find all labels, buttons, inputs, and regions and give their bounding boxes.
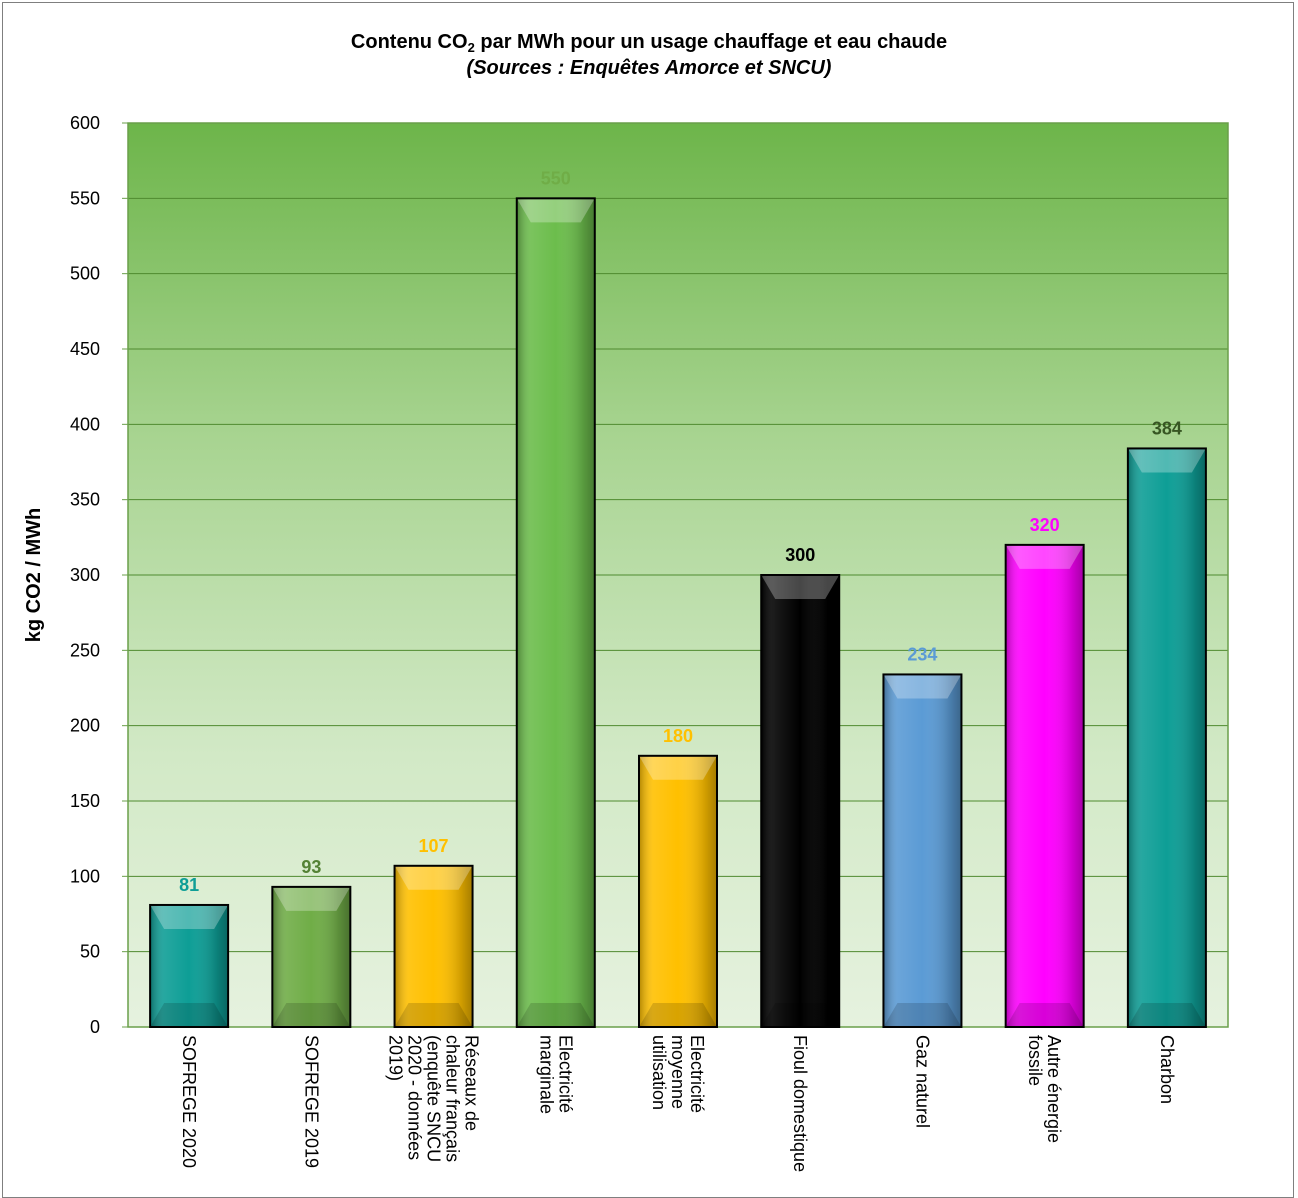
bar-bevel-top <box>883 674 962 699</box>
bar-shading <box>272 886 351 1027</box>
chart-subtitle: (Sources : Enquêtes Amorce et SNCU) <box>0 56 1298 80</box>
bar-shading <box>394 865 473 1027</box>
bar-outline <box>271 885 352 1028</box>
bar-bevel-top <box>761 575 840 599</box>
bar-bevel-bottom <box>516 1003 595 1027</box>
x-tick-label: moyenne <box>668 1035 688 1109</box>
data-label: 107 <box>419 836 449 856</box>
bar-bevel-bottom <box>639 1003 717 1027</box>
y-tick-label: 600 <box>70 113 100 133</box>
bar-shading <box>1005 544 1084 1027</box>
y-tick-label: 550 <box>70 188 100 208</box>
bar-shading <box>516 198 595 1028</box>
bar-shading <box>883 674 962 1027</box>
bar-outline <box>1004 543 1085 1028</box>
bar-outline <box>149 903 230 1029</box>
bar-bevel-bottom <box>883 1003 962 1027</box>
y-tick-label: 350 <box>70 490 100 510</box>
y-tick-label: 0 <box>90 1017 100 1037</box>
data-label: 550 <box>541 168 571 188</box>
y-tick-label: 400 <box>70 414 100 434</box>
x-tick-label: SOFREGE 2020 <box>179 1035 199 1168</box>
bar-bevel-top <box>272 886 351 911</box>
x-tick-label: Réseaux de <box>462 1035 482 1131</box>
x-tick-label: fossile <box>1025 1035 1045 1086</box>
bar-outline <box>393 864 474 1029</box>
data-label: 300 <box>785 545 815 565</box>
bar-bevel-top <box>394 865 473 890</box>
bar-bevel-top <box>150 904 229 929</box>
bar-shading <box>1127 448 1206 1027</box>
bar-outline <box>515 197 596 1029</box>
bar-outline <box>1126 447 1207 1028</box>
x-tick-label: SOFREGE 2019 <box>301 1035 321 1168</box>
x-tick-label: 2020 - données <box>405 1035 425 1160</box>
chart-title-subscript: 2 <box>467 40 475 55</box>
y-tick-label: 300 <box>70 565 100 585</box>
chart-subtitle-text: Sources : Enquêtes Amorce et SNCU <box>473 57 825 79</box>
x-tick-label: utilisation <box>649 1035 669 1110</box>
data-label: 180 <box>663 726 693 746</box>
bar-bevel-bottom <box>394 1003 473 1027</box>
y-tick-label: 150 <box>70 791 100 811</box>
x-tick-label: Fioul domestique <box>790 1035 810 1172</box>
data-label: 81 <box>179 875 199 895</box>
data-label: 320 <box>1030 515 1060 535</box>
data-label: 234 <box>907 644 937 664</box>
chart-title-rest: par MWh pour un usage chauffage et eau c… <box>474 31 948 53</box>
x-tick-label: Electricité <box>687 1035 707 1113</box>
y-tick-label: 50 <box>80 942 100 962</box>
chart-title-main: Contenu CO <box>350 31 468 53</box>
x-tick-label: (enquête SNCU <box>424 1035 444 1162</box>
bar-shading <box>761 575 840 1027</box>
x-tick-label: chaleur français <box>443 1035 463 1162</box>
y-tick-label: 200 <box>70 716 100 736</box>
x-tick-label: Charbon <box>1157 1035 1177 1104</box>
data-label: 384 <box>1152 418 1182 438</box>
bar-bevel-bottom <box>761 1003 840 1027</box>
bar-outline <box>882 673 963 1028</box>
bar-bevel-top <box>639 755 717 780</box>
bar-bevel-top <box>1127 448 1206 473</box>
x-tick-label: Autre énergie <box>1044 1035 1064 1143</box>
x-tick-label: marginale <box>536 1035 556 1114</box>
bar-shading <box>150 904 229 1027</box>
x-tick-label: Electricité <box>555 1035 575 1113</box>
bar-bevel-bottom <box>272 1003 351 1027</box>
y-tick-label: 250 <box>70 640 100 660</box>
bar-bevel-top <box>516 198 595 223</box>
y-tick-label: 100 <box>70 866 100 886</box>
bar-outline <box>760 574 841 1028</box>
bar-bevel-bottom <box>1127 1003 1206 1027</box>
bar-bevel-bottom <box>150 1003 229 1027</box>
bar-outline <box>638 754 718 1028</box>
y-tick-label: 500 <box>70 264 100 284</box>
chart-subtitle-prefix: ( <box>466 57 474 79</box>
bar-bevel-top <box>1005 544 1084 569</box>
chart-subtitle-suffix: ) <box>824 57 832 79</box>
y-axis-label: kg CO2 / MWh <box>23 508 45 642</box>
data-label: 93 <box>301 857 321 877</box>
chart-title: Contenu CO2 par MWh pour un usage chauff… <box>0 30 1298 60</box>
x-tick-label: Gaz naturel <box>912 1035 932 1128</box>
y-tick-label: 450 <box>70 339 100 359</box>
bar-shading <box>639 755 717 1027</box>
bar-bevel-bottom <box>1005 1003 1084 1027</box>
x-tick-label: 2019) <box>386 1035 406 1081</box>
